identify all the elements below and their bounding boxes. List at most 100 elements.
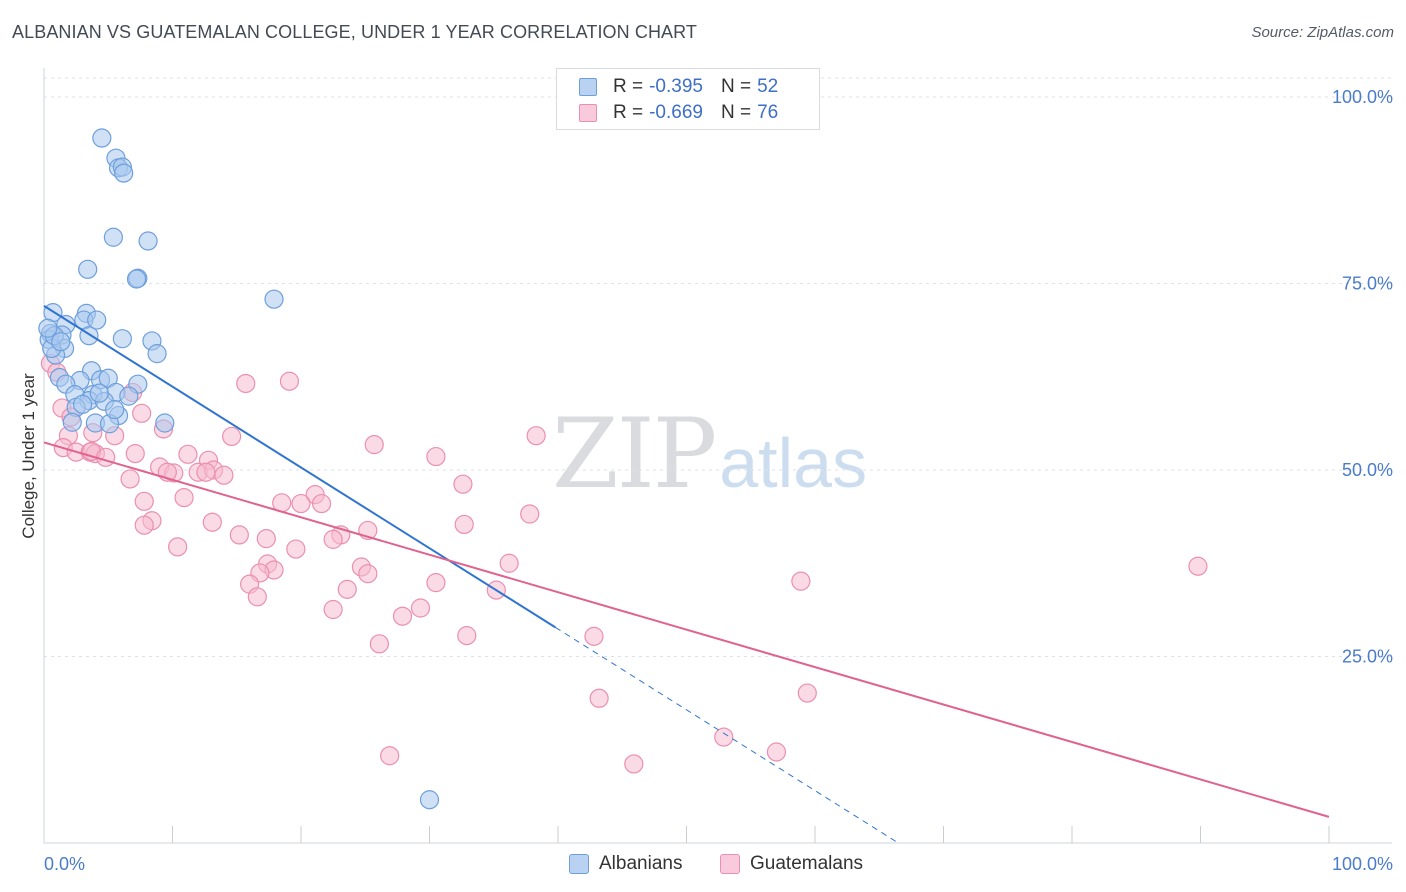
chart-title: ALBANIAN VS GUATEMALAN COLLEGE, UNDER 1 … [12, 22, 698, 42]
albanian-point [78, 259, 98, 279]
guatemalan-point [196, 462, 216, 482]
albanian-point [138, 231, 158, 251]
axis-layer [43, 68, 1392, 844]
albanian-point [38, 318, 58, 338]
guatemalan-point [624, 754, 644, 774]
guatemalan-point [714, 727, 734, 747]
guatemalan-point [96, 447, 116, 467]
guatemalan-point [256, 529, 276, 549]
guatemalan-point [125, 443, 145, 464]
r-label: R = [613, 102, 644, 123]
guatemalan-point [457, 626, 477, 646]
guatemalan-point [797, 683, 817, 703]
guatemalan-point [791, 571, 811, 591]
guatemalan-point [120, 469, 140, 489]
albanian-point [119, 386, 139, 406]
albanians-n-value: 52 [757, 76, 779, 97]
trend-layer [43, 305, 1330, 844]
label-layer: College, Under 1 year 0.0% 100.0% 25.0% 5… [19, 87, 1393, 874]
albanians-legend-label: Albanians [599, 853, 683, 874]
guatemalan-point [236, 373, 256, 394]
albanians-trend-line [43, 305, 556, 629]
guatemalan-point [279, 371, 300, 391]
chart-source: Source: ZipAtlas.com [1251, 24, 1394, 41]
albanian-point [103, 227, 123, 247]
albanian-point [155, 413, 175, 433]
guatemalan-point [311, 493, 332, 514]
albanian-point [264, 289, 284, 309]
guatemalan-point [1188, 556, 1208, 576]
x-tick-label-min: 0.0% [44, 854, 85, 874]
guatemalan-point [222, 426, 242, 447]
guatemalan-point [202, 512, 222, 532]
guatemalan-point [499, 553, 519, 573]
points-layer [38, 128, 1208, 810]
guatemalan-point [364, 435, 384, 455]
albanian-point [105, 399, 125, 420]
guatemalan-point [291, 493, 311, 514]
albanian-point [72, 394, 93, 414]
guatemalans-n-value: 76 [757, 102, 779, 123]
guatemalans-r-value: -0.669 [649, 102, 703, 123]
albanian-point [89, 383, 109, 403]
guatemalans-legend-swatch [720, 854, 740, 874]
guatemalan-point [134, 491, 154, 511]
guatemalans-trend-line [43, 441, 1330, 818]
guatemalan-point [178, 444, 198, 464]
guatemalan-point [168, 537, 188, 557]
n-label: N = [720, 102, 752, 123]
legend-item-albanians[interactable]: Albanians [569, 852, 682, 876]
guatemalan-point [392, 606, 413, 626]
y-tick-label: 100.0% [1332, 87, 1393, 107]
guatemalan-point [132, 403, 152, 423]
guatemalan-point [323, 529, 343, 549]
albanian-point [62, 412, 82, 432]
y-axis-label: College, Under 1 year [19, 373, 38, 539]
albanians-swatch [579, 78, 597, 96]
guatemalan-point [337, 579, 357, 599]
albanian-point [419, 790, 440, 810]
guatemalan-point [380, 746, 400, 766]
guatemalan-point [454, 514, 474, 535]
guatemalan-point [286, 539, 306, 559]
guatemalan-point [323, 599, 343, 620]
guatemalan-point [426, 446, 446, 467]
guatemalan-point [520, 504, 540, 524]
albanian-point [147, 344, 167, 364]
guatemalan-point [229, 525, 249, 545]
legend-row-albanians: R = -0.395 N = 52 [579, 74, 778, 100]
guatemalans-swatch [579, 104, 597, 122]
albanian-point [112, 329, 132, 349]
albanian-point [51, 332, 71, 352]
guatemalan-point [134, 515, 154, 535]
stats-legend: R = -0.395 N = 52 R = -0.669 N = 76 [556, 68, 820, 130]
guatemalan-point [453, 474, 473, 494]
guatemalan-point [247, 587, 267, 607]
albanian-point [126, 269, 147, 289]
albanians-legend-swatch [569, 854, 589, 874]
guatemalan-point [526, 426, 546, 446]
albanian-point [92, 128, 112, 148]
guatemalan-point [369, 634, 389, 654]
albanians-trend-extension [555, 626, 899, 844]
y-tick-label: 75.0% [1342, 274, 1393, 294]
y-tick-label: 50.0% [1342, 460, 1393, 480]
guatemalan-point [410, 598, 431, 618]
guatemalan-point [214, 465, 234, 485]
legend-row-guatemalans: R = -0.669 N = 76 [579, 100, 778, 126]
guatemalans-legend-label: Guatemalans [750, 853, 864, 874]
y-tick-label: 25.0% [1342, 647, 1393, 667]
x-tick-label-max: 100.0% [1332, 854, 1393, 874]
guatemalan-point [766, 742, 787, 762]
albanian-point [114, 163, 134, 183]
legend-item-guatemalans[interactable]: Guatemalans [720, 852, 863, 876]
r-label: R = [613, 76, 644, 97]
guatemalan-point [426, 573, 446, 593]
albanians-r-value: -0.395 [649, 76, 703, 97]
albanian-point [87, 310, 107, 330]
guatemalan-point [589, 688, 609, 708]
guatemalan-point [358, 564, 378, 584]
n-label: N = [720, 76, 752, 97]
guatemalan-point [174, 488, 194, 508]
